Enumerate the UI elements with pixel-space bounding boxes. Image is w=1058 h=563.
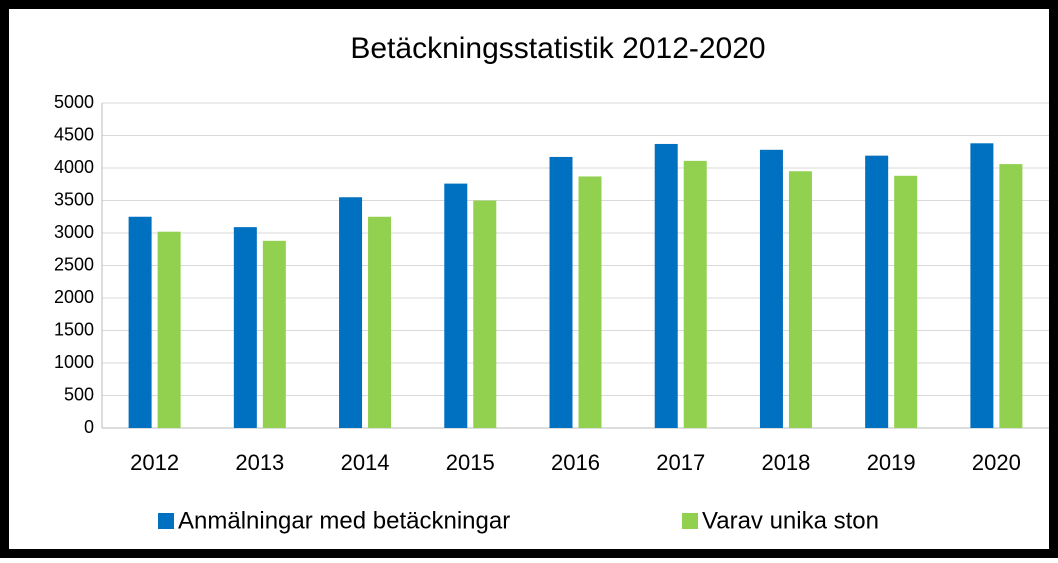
- legend-swatch: [682, 513, 698, 529]
- x-tick-label: 2013: [235, 450, 284, 475]
- legend-label: Anmälningar med betäckningar: [178, 507, 510, 534]
- legend-label: Varav unika ston: [702, 507, 879, 534]
- x-tick-label: 2017: [656, 450, 705, 475]
- y-tick-label: 4000: [54, 157, 94, 177]
- bar: [128, 216, 152, 428]
- y-tick-label: 5000: [54, 92, 94, 112]
- x-tick-label: 2014: [341, 450, 390, 475]
- bar: [473, 200, 497, 428]
- bar: [654, 143, 678, 428]
- y-tick-label: 3000: [54, 222, 94, 242]
- bar: [339, 197, 363, 428]
- x-tick-label: 2012: [130, 450, 179, 475]
- bar: [894, 175, 918, 428]
- y-tick-label: 4500: [54, 124, 94, 144]
- x-tick-label: 2015: [446, 450, 495, 475]
- x-tick-label: 2018: [761, 450, 810, 475]
- y-tick-label: 2500: [54, 254, 94, 274]
- x-tick-label: 2019: [867, 450, 916, 475]
- y-tick-label: 2000: [54, 287, 94, 307]
- bar: [865, 155, 889, 428]
- bar: [788, 171, 812, 428]
- bar: [549, 156, 573, 428]
- y-tick-label: 1500: [54, 319, 94, 339]
- bar: [578, 176, 602, 428]
- bar: [683, 160, 707, 428]
- x-tick-label: 2016: [551, 450, 600, 475]
- legend-swatch: [158, 513, 174, 529]
- bar: [970, 143, 994, 429]
- y-tick-label: 0: [84, 417, 94, 437]
- y-tick-label: 500: [64, 384, 94, 404]
- bar: [444, 183, 468, 428]
- bar: [262, 240, 286, 428]
- bar: [999, 164, 1023, 428]
- chart-title: Betäckningsstatistik 2012-2020: [350, 32, 765, 65]
- bar: [759, 149, 783, 429]
- bar: [233, 227, 257, 428]
- bar: [368, 216, 392, 428]
- x-tick-label: 2020: [972, 450, 1021, 475]
- y-tick-label: 1000: [54, 352, 94, 372]
- bar: [157, 231, 181, 428]
- y-tick-label: 3500: [54, 189, 94, 209]
